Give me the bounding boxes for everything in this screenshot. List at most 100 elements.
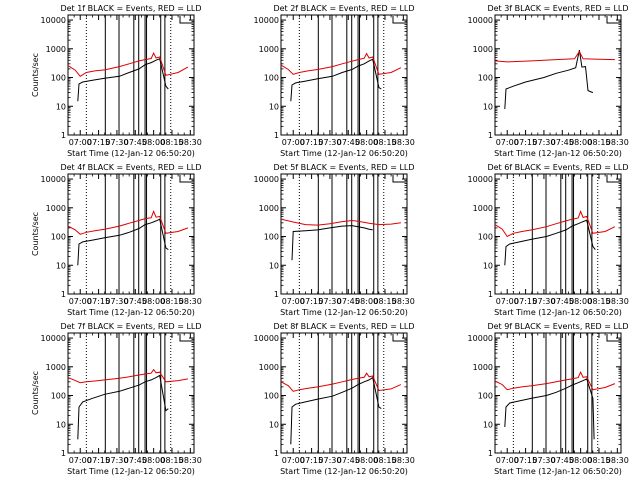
data-gap-box <box>144 173 148 295</box>
x-tick-label: 07:45 <box>124 138 147 147</box>
x-tick-label: 07:15 <box>87 297 110 306</box>
chart-title: Det 6f BLACK = Events, RED = LLD <box>487 163 628 172</box>
x-tick-label: 08:00 <box>142 138 165 147</box>
chart-title: Det 9f BLACK = Events, RED = LLD <box>487 322 628 331</box>
x-tick-label: 08:15 <box>373 297 396 306</box>
chart-title: Det 3f BLACK = Events, RED = LLD <box>487 4 628 13</box>
x-tick-label: 07:00 <box>69 297 92 306</box>
lld-series-line <box>494 210 616 238</box>
x-tick-label: 07:00 <box>282 456 305 465</box>
y-tick-label: 10 <box>269 261 279 270</box>
y-tick-label: 10 <box>269 102 279 111</box>
x-tick-label: 07:30 <box>532 297 555 306</box>
x-tick-label: 07:30 <box>105 297 128 306</box>
events-series-line <box>504 219 596 266</box>
x-axis-label: Start Time (12-Jan-12 06:50:20) <box>67 467 195 476</box>
x-tick-label: 07:15 <box>514 297 537 306</box>
y-tick-label: 10 <box>483 261 493 270</box>
data-gap-box <box>160 14 166 136</box>
data-gap-box <box>560 173 567 295</box>
data-gap-box <box>133 332 140 454</box>
x-tick-label: 08:15 <box>160 297 183 306</box>
x-tick-label: 07:00 <box>282 297 305 306</box>
legend-box <box>179 175 193 183</box>
x-tick-label: 07:30 <box>532 456 555 465</box>
data-gap-box <box>104 173 120 295</box>
plot-frame <box>494 14 622 136</box>
legend-box <box>179 334 193 342</box>
x-tick-label: 07:15 <box>300 456 323 465</box>
data-gap-box <box>531 173 547 295</box>
y-tick-label: 10000 <box>254 16 279 25</box>
data-gap-box <box>373 332 379 454</box>
chart-panel-7: Det 7f BLACK = Events, RED = LLD Counts/s… <box>31 322 202 476</box>
data-gap-box <box>144 332 148 454</box>
x-tick-label: 08:00 <box>355 138 378 147</box>
data-gap-box <box>357 14 361 136</box>
x-tick-label: 08:00 <box>142 456 165 465</box>
x-tick-label: 07:15 <box>514 456 537 465</box>
y-axis-label: Counts/sec <box>31 371 40 415</box>
y-tick-label: 1000 <box>473 45 493 54</box>
events-series-line <box>504 378 595 440</box>
legend-box <box>392 334 406 342</box>
x-tick-label: 07:30 <box>532 138 555 147</box>
x-tick-label: 08:30 <box>179 138 202 147</box>
y-tick-label: 1 <box>488 290 493 299</box>
x-tick-label: 08:00 <box>569 138 592 147</box>
x-tick-label: 07:00 <box>496 456 519 465</box>
data-gap-box <box>104 332 120 454</box>
data-gap-box <box>144 14 148 136</box>
chart-panel-3: Det 3f BLACK = Events, RED = LLD Start Ti… <box>468 4 629 158</box>
y-tick-label: 1 <box>61 290 66 299</box>
y-tick-label: 1 <box>274 449 279 458</box>
x-tick-label: 08:15 <box>587 456 610 465</box>
x-tick-label: 08:30 <box>606 297 629 306</box>
chart-panel-2: Det 2f BLACK = Events, RED = LLD Start Ti… <box>254 4 415 158</box>
y-tick-label: 1 <box>488 131 493 140</box>
data-gap-box <box>133 14 140 136</box>
x-tick-label: 07:30 <box>318 456 341 465</box>
x-axis-label: Start Time (12-Jan-12 06:50:20) <box>494 149 622 158</box>
lld-series-line <box>67 368 188 384</box>
y-tick-label: 10000 <box>41 334 66 343</box>
x-tick-label: 08:30 <box>179 297 202 306</box>
y-axis-label: Counts/sec <box>31 53 40 97</box>
x-axis-label: Start Time (12-Jan-12 06:50:20) <box>280 308 408 317</box>
x-tick-label: 07:00 <box>496 138 519 147</box>
x-tick-label: 07:30 <box>318 297 341 306</box>
data-gap-box <box>373 14 379 136</box>
y-tick-label: 10 <box>269 420 279 429</box>
y-tick-label: 100 <box>478 233 493 242</box>
x-tick-label: 07:45 <box>551 456 574 465</box>
y-tick-label: 10 <box>56 261 66 270</box>
data-gap-box <box>346 332 353 454</box>
data-gap-box <box>531 332 547 454</box>
y-tick-label: 1000 <box>259 204 279 213</box>
data-gap-box <box>357 173 361 295</box>
y-tick-label: 10 <box>483 102 493 111</box>
x-tick-label: 08:30 <box>392 297 415 306</box>
y-tick-label: 100 <box>51 233 66 242</box>
legend-box <box>606 334 620 342</box>
events-series-line <box>290 376 382 445</box>
plot-frame <box>67 332 195 454</box>
x-axis-label: Start Time (12-Jan-12 06:50:20) <box>494 308 622 317</box>
legend-box <box>606 175 620 183</box>
x-tick-label: 08:30 <box>179 456 202 465</box>
lld-series-line <box>280 52 402 75</box>
y-tick-label: 100 <box>264 233 279 242</box>
x-axis-label: Start Time (12-Jan-12 06:50:20) <box>494 467 622 476</box>
y-tick-label: 1 <box>274 131 279 140</box>
x-tick-label: 08:15 <box>373 138 396 147</box>
chart-panel-4: Det 4f BLACK = Events, RED = LLD Counts/s… <box>31 163 202 317</box>
x-tick-label: 07:45 <box>124 456 147 465</box>
x-tick-label: 07:45 <box>551 138 574 147</box>
x-tick-label: 07:00 <box>69 138 92 147</box>
y-tick-label: 10000 <box>254 175 279 184</box>
x-tick-label: 08:00 <box>355 297 378 306</box>
x-tick-label: 07:45 <box>337 297 360 306</box>
events-series-line <box>504 49 594 110</box>
x-tick-label: 08:30 <box>606 138 629 147</box>
x-tick-label: 08:00 <box>569 297 592 306</box>
